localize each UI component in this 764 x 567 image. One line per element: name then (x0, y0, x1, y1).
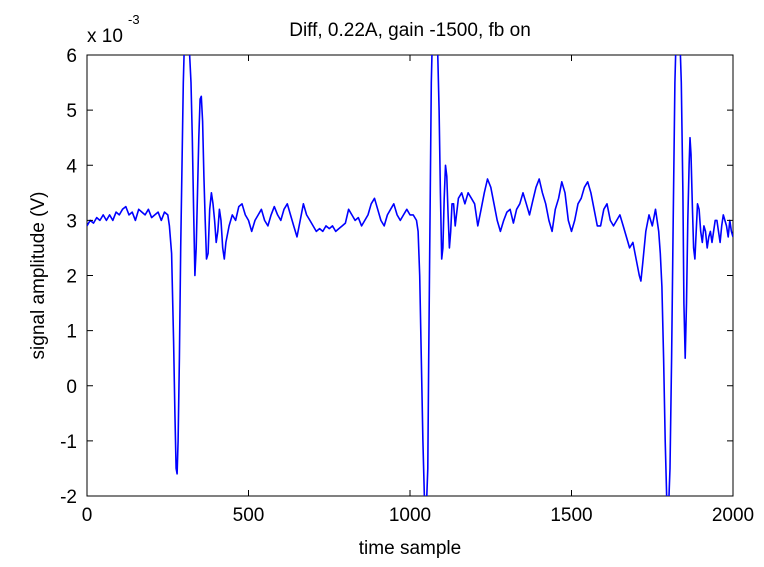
y-tick-label: 6 (66, 46, 77, 67)
y-tick-label: 2 (66, 267, 77, 288)
x-tick-label: 500 (233, 505, 265, 526)
series-line (87, 55, 733, 496)
y-tick-label: -1 (60, 432, 77, 453)
y-tick-label: 3 (66, 211, 77, 232)
x-tick-label: 1500 (550, 505, 592, 526)
y-tick-label: -2 (60, 487, 77, 508)
y-tick-label: 1 (66, 322, 77, 343)
y-multiplier-base: x 10 (87, 26, 123, 47)
x-tick-label: 2000 (712, 505, 754, 526)
x-tick-label: 0 (82, 505, 93, 526)
y-multiplier-exponent: -3 (128, 12, 140, 27)
y-tick-label: 4 (66, 156, 77, 177)
x-tick-label: 1000 (389, 505, 431, 526)
y-axis-label: signal amplitude (V) (28, 192, 49, 360)
y-tick-label: 5 (66, 101, 77, 122)
x-axis-label: time sample (359, 538, 461, 559)
y-tick-label: 0 (66, 377, 77, 398)
plot-area (86, 54, 734, 497)
y-multiplier: x 10 -3 (87, 12, 140, 47)
chart-title: Diff, 0.22A, gain -1500, fb on (289, 20, 531, 41)
